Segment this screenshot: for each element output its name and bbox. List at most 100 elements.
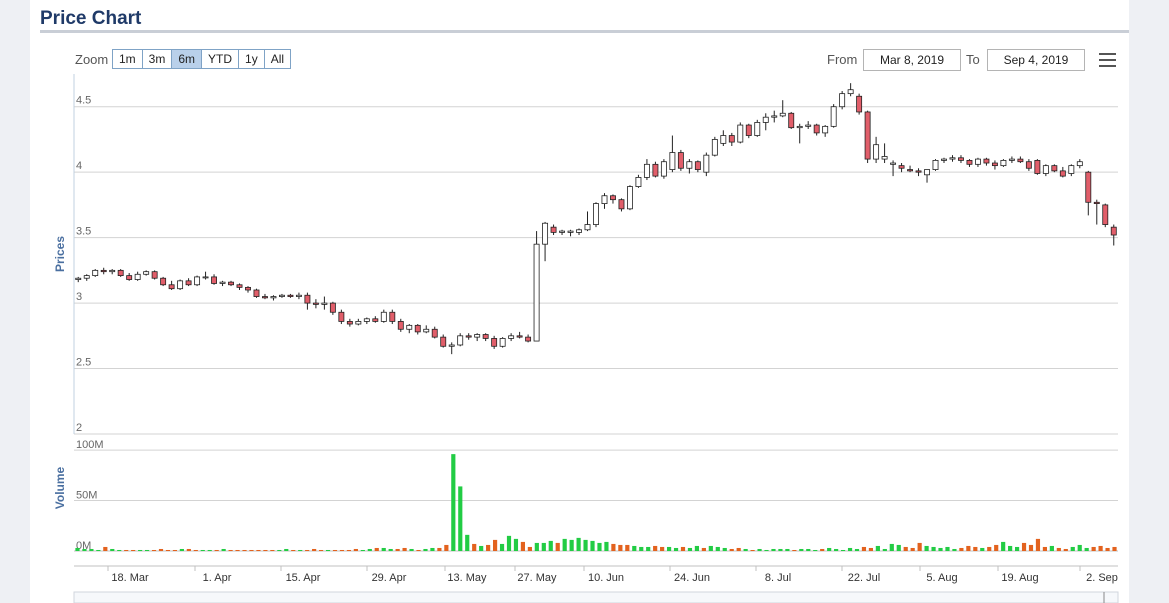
- candle-body: [958, 157, 964, 161]
- candle-body: [338, 311, 345, 322]
- candle-body: [202, 276, 209, 279]
- volume-bar: [305, 549, 310, 551]
- volume-bar: [597, 542, 602, 551]
- volume-bar: [367, 548, 372, 551]
- candle-body: [542, 222, 549, 245]
- zoom-1y-button[interactable]: 1y: [239, 50, 265, 68]
- volume-bar: [472, 543, 477, 551]
- candle-body: [796, 125, 803, 129]
- candle-body: [279, 294, 285, 297]
- volume-bar: [590, 540, 595, 551]
- volume-bar: [562, 538, 567, 551]
- candle-body: [1017, 158, 1024, 163]
- volume-bar: [172, 549, 178, 551]
- volume-bar: [312, 548, 317, 551]
- candle-body: [516, 335, 523, 338]
- volume-bar: [1049, 545, 1054, 551]
- zoom-ytd-button[interactable]: YTD: [202, 50, 240, 68]
- volume-bar: [437, 547, 442, 551]
- volume-bar: [298, 549, 303, 551]
- candle-body: [703, 154, 710, 173]
- zoom-1m-button[interactable]: 1m: [113, 50, 143, 68]
- volume-bar: [931, 546, 936, 551]
- candle-body: [1034, 159, 1041, 174]
- volume-bar: [374, 547, 379, 551]
- volume-bar: [1014, 546, 1020, 551]
- volume-bar: [430, 547, 435, 551]
- volume-tick-label: 100M: [76, 439, 104, 451]
- candle-body: [126, 275, 133, 280]
- volume-bar: [632, 545, 637, 551]
- candle-body: [312, 302, 319, 305]
- volume-bar: [646, 546, 651, 551]
- volume-bar: [242, 549, 247, 551]
- zoom-label: Zoom: [75, 52, 109, 67]
- volume-bar: [402, 547, 407, 551]
- to-date-input[interactable]: [987, 49, 1085, 71]
- candle-body: [270, 296, 277, 299]
- volume-bar: [534, 542, 539, 551]
- volume-bar: [360, 549, 365, 551]
- candle-body: [627, 186, 633, 210]
- volume-bar: [486, 544, 491, 551]
- candle-body: [508, 335, 515, 339]
- candle-body: [245, 286, 251, 291]
- candle-body: [924, 169, 930, 176]
- volume-bar: [861, 546, 867, 551]
- volume-bar: [451, 454, 456, 551]
- volume-bar: [318, 549, 324, 551]
- candle-body: [1042, 165, 1049, 174]
- from-date-input[interactable]: [863, 49, 961, 71]
- volume-bar: [256, 549, 261, 551]
- candle-body: [728, 135, 735, 143]
- zoom-all-button[interactable]: All: [264, 50, 291, 68]
- candle-body: [491, 338, 498, 347]
- candle-body: [236, 284, 243, 288]
- candle-body: [321, 302, 328, 305]
- volume-bar: [715, 546, 720, 551]
- navigator-strip: [73, 591, 1119, 603]
- volume-bar: [89, 548, 94, 551]
- volume-bar: [277, 549, 282, 551]
- volume-bar: [381, 547, 386, 551]
- candle-body: [907, 169, 913, 172]
- candle-body: [711, 139, 718, 156]
- x-tick-label: 8. Jul: [765, 572, 791, 584]
- candle-body: [915, 170, 922, 173]
- candle-body: [593, 203, 599, 225]
- volume-bar: [492, 539, 498, 551]
- volume-bar: [576, 537, 581, 551]
- volume-bar: [1035, 538, 1041, 551]
- volume-bar: [165, 549, 171, 551]
- volume-bar: [994, 544, 999, 551]
- volume-bar: [611, 543, 616, 551]
- volume-bar: [520, 541, 526, 551]
- candle-body: [380, 311, 387, 322]
- candle-body: [372, 318, 379, 322]
- volume-bar: [959, 547, 964, 551]
- hamburger-menu-icon[interactable]: [1099, 53, 1116, 67]
- x-tick-label: 27. May: [517, 572, 557, 584]
- volume-bar: [785, 548, 790, 551]
- candle-body: [949, 157, 956, 160]
- volume-bar: [124, 549, 129, 551]
- volume-bar: [499, 543, 505, 551]
- candle-body: [1102, 204, 1109, 225]
- candle-body: [177, 280, 184, 290]
- candle-body: [847, 89, 854, 95]
- volume-bar: [214, 549, 219, 551]
- volume-bar: [973, 546, 978, 551]
- zoom-3m-button[interactable]: 3m: [142, 50, 173, 68]
- volume-bar: [1070, 546, 1075, 551]
- candle-body: [185, 280, 192, 286]
- zoom-6m-button[interactable]: 6m: [172, 50, 203, 68]
- candle-body: [1085, 171, 1092, 203]
- candle-body: [389, 311, 396, 322]
- volume-bar: [465, 534, 470, 551]
- candle-body: [856, 95, 863, 113]
- volume-bar: [583, 539, 588, 551]
- candle-body: [567, 230, 574, 233]
- price-tick-label: 4: [76, 160, 82, 172]
- candle-body: [822, 125, 829, 134]
- x-tick-label: 19. Aug: [1001, 572, 1038, 584]
